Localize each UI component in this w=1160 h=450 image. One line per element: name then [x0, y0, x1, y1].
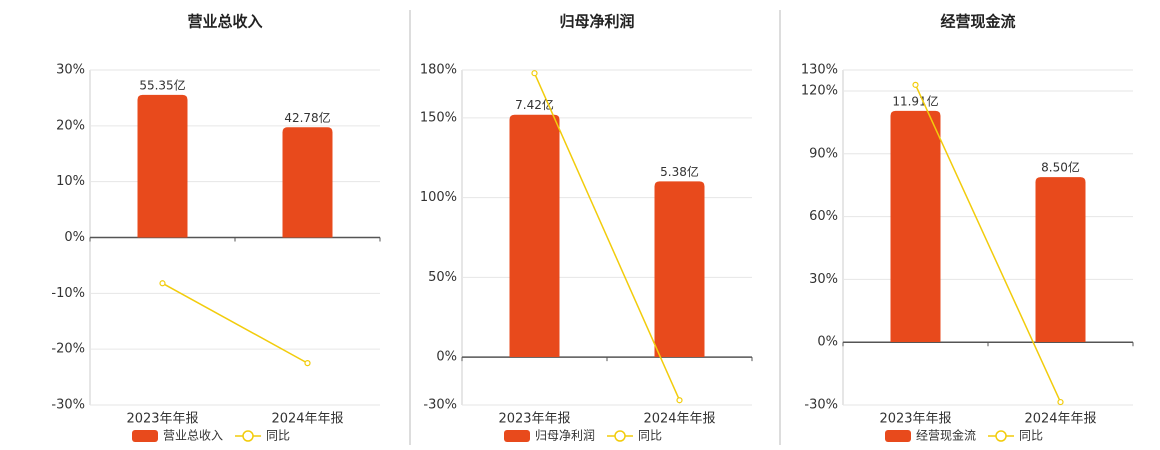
x-tick-label: 2024年年报: [271, 412, 343, 427]
legend-swatch: [242, 430, 254, 442]
y-tick-label: 130%: [801, 63, 838, 78]
y-tick-label: 180%: [420, 63, 457, 78]
y-tick-label: 50%: [428, 270, 457, 285]
legend-label: 同比: [266, 429, 290, 443]
chart-panel: 营业总收入 -30% -20% -10% 0% 10% 20% 30% 2023年年报 2024年…: [51, 13, 381, 443]
x-tick-label: 2023年年报: [126, 412, 198, 427]
y-tick-label: 100%: [420, 190, 457, 205]
x-tick-label: 2023年年报: [498, 412, 570, 427]
line: [914, 84, 1062, 403]
y-tick-label: 60%: [809, 209, 838, 224]
legend-label: 经营现金流: [916, 428, 976, 443]
y-tick-label: 20%: [56, 118, 85, 133]
y-tick-label: 10%: [56, 174, 85, 189]
line-point: [531, 70, 538, 77]
line-point: [1057, 398, 1064, 406]
x-tick-label: 2024年年报: [643, 412, 715, 427]
y-tick-label: -30%: [51, 398, 85, 413]
chart-panel: 归母净利润 -30% 0% 50% 100% 150% 180% 2023年年报 2024年年报…: [420, 13, 753, 443]
legend-swatch: [614, 430, 626, 442]
bar: [1035, 177, 1086, 342]
chart-title: 经营现金流: [940, 13, 1015, 31]
bar: [890, 110, 941, 342]
chart-title: 营业总收入: [187, 13, 262, 31]
y-tick-label: 30%: [809, 272, 838, 287]
y-tick-label: 90%: [809, 146, 838, 161]
y-tick-label: 0%: [817, 335, 838, 350]
bar: [509, 114, 560, 358]
bar: [137, 94, 188, 238]
y-tick-label: 0%: [64, 230, 85, 245]
y-tick-label: 0%: [436, 350, 457, 365]
y-tick-label: -10%: [51, 286, 85, 301]
x-tick-label: 2024年年报: [1024, 412, 1096, 427]
legend-label: 同比: [638, 429, 662, 443]
legend-swatch: [995, 430, 1007, 442]
line: [533, 72, 681, 401]
y-tick-label: 30%: [56, 63, 85, 78]
x-tick-label: 2023年年报: [879, 412, 951, 427]
legend-swatch: [132, 430, 158, 442]
line-point: [676, 397, 683, 404]
legend-label: 营业总收入: [163, 429, 223, 443]
legend-label: 同比: [1019, 429, 1043, 443]
line-point: [912, 81, 919, 88]
legend-swatch: [885, 430, 911, 442]
bar-value-label: 55.35亿: [139, 77, 185, 92]
y-tick-label: -30%: [804, 398, 838, 413]
line-point: [304, 360, 311, 367]
bar-value-label: 42.78亿: [284, 110, 330, 125]
bar-value-label: 5.38亿: [660, 164, 699, 179]
bar-value-label: 7.42亿: [515, 97, 554, 112]
legend-label: 归母净利润: [535, 429, 595, 443]
line: [162, 282, 308, 364]
bar-value-label: 11.91亿: [892, 93, 938, 108]
bar: [282, 127, 333, 238]
y-tick-label: -30%: [423, 398, 457, 413]
bar: [654, 181, 705, 358]
chart-title: 归母净利润: [559, 13, 634, 31]
y-tick-label: 120%: [801, 83, 838, 98]
bar-value-label: 8.50亿: [1041, 160, 1080, 175]
line-point: [159, 280, 166, 287]
legend-swatch: [504, 430, 530, 442]
y-tick-label: 150%: [420, 110, 457, 125]
chart-panel: 经营现金流 -30% 0% 30% 60% 90% 120% 130% 2023年年报 2024年…: [801, 13, 1134, 443]
y-tick-label: -20%: [51, 342, 85, 357]
